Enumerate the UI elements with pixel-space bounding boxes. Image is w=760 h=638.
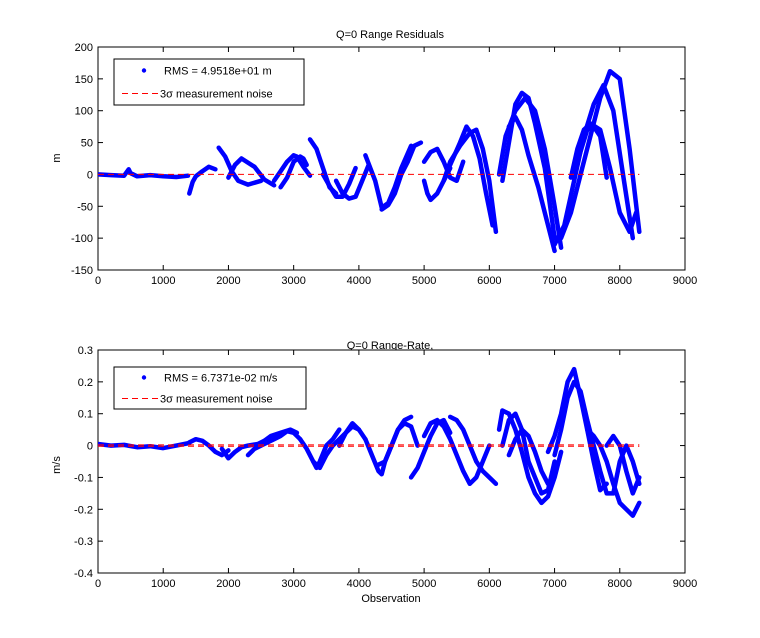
legend-entry-label: RMS = 4.9518e+01 m [164,66,272,78]
x-tick-label: 5000 [412,578,436,590]
residual-series-track [552,379,642,496]
x-tick-label: 0 [95,578,101,590]
x-tick-label: 2000 [216,578,240,590]
residual-series-track [500,90,557,241]
x-tick-label: 8000 [608,275,632,287]
range-residuals-ylabel: m [51,153,63,162]
x-tick-label: 5000 [412,275,436,287]
residual-series-track [447,414,499,487]
x-tick-label: 0 [95,275,101,287]
data-layer [98,366,642,518]
y-tick-label: 0.2 [78,377,93,389]
residual-series-track [506,427,551,487]
range-residuals-title: Q=0 Range Residuals [336,29,444,41]
residual-series-track [187,164,218,196]
residual-series-track [408,417,453,480]
residual-series-track [337,421,368,448]
x-tick-label: 7000 [542,275,566,287]
x-tick-label: 2000 [216,275,240,287]
legend-entry-label: 3σ measurement noise [160,394,273,406]
y-tick-label: 150 [75,74,93,86]
legend-box [113,58,305,106]
x-tick-label: 7000 [542,578,566,590]
legend-entry-label: 3σ measurement noise [160,89,273,101]
legend-residual-swatch [141,68,147,73]
x-tick-label: 4000 [347,275,371,287]
x-tick-label: 9000 [673,275,697,287]
residual-series-track [506,114,557,254]
residual-series-track [216,145,264,187]
y-tick-label: -150 [71,265,93,277]
residual-series-track [333,162,371,201]
y-tick-label: 0 [87,441,93,453]
y-tick-label: 0.3 [78,345,93,357]
y-tick-label: -100 [71,233,93,245]
range-rate-ylabel: m/s [51,456,63,474]
x-tick-label: 8000 [608,578,632,590]
residual-series-track [187,436,231,458]
y-tick-label: -0.1 [74,472,93,484]
residual-series-track [271,153,313,184]
data-layer [98,68,642,254]
residual-series-track [584,427,642,518]
y-tick-label: -0.3 [74,536,93,548]
residual-series-track [245,428,303,458]
residual-series-track [421,146,466,184]
x-tick-label: 1000 [151,578,175,590]
y-tick-label: 100 [75,106,93,118]
legend-box [113,366,307,410]
legend: RMS = 4.9518e+01 m 3σ measurement noise [113,58,305,106]
y-tick-label: 200 [75,42,93,54]
residual-series-track [552,82,636,247]
range-residuals-chart: Q=0 Range Residuals m 0 1000 2000 3000 4000 5… [51,29,697,287]
x-tick-label: 1000 [151,275,175,287]
y-tick-label: -0.4 [74,568,93,580]
residual-series-track [604,433,642,496]
legend-entry-label: RMS = 6.7371e-02 m/s [164,373,278,385]
residual-series-track [320,165,358,199]
y-tick-label: 0.1 [78,409,93,421]
y-tick-label: -50 [77,201,93,213]
residual-series-track [441,127,499,235]
residual-series-track [421,417,492,487]
residual-series-track [278,154,309,190]
residual-series-track [558,68,642,241]
y-tick-label: -0.2 [74,504,93,516]
x-tick-label: 9000 [673,578,697,590]
legend: RMS = 6.7371e-02 m/s 3σ measurement noise [113,366,307,410]
y-tick-label: 0 [87,169,93,181]
y-tick-label: 50 [81,138,93,150]
residual-series-track [575,124,609,180]
residual-series-track [500,411,557,496]
x-tick-label: 6000 [477,275,501,287]
x-tick-label: 6000 [477,578,501,590]
x-tick-label: 3000 [281,578,305,590]
range-rate-xlabel: Observation [361,593,420,605]
range-rate-title: Q=0 Range-Rate, [347,340,434,352]
x-tick-label: 4000 [347,578,371,590]
legend-residual-swatch [141,375,147,380]
residual-series-track [496,95,564,250]
residual-series-track [568,121,639,235]
residual-series-track [226,156,277,188]
range-rate-chart: Q=0 Range-Rate, m/s Observation 0 1000 200… [51,340,697,605]
residual-series-track [376,421,420,467]
x-tick-label: 3000 [281,275,305,287]
